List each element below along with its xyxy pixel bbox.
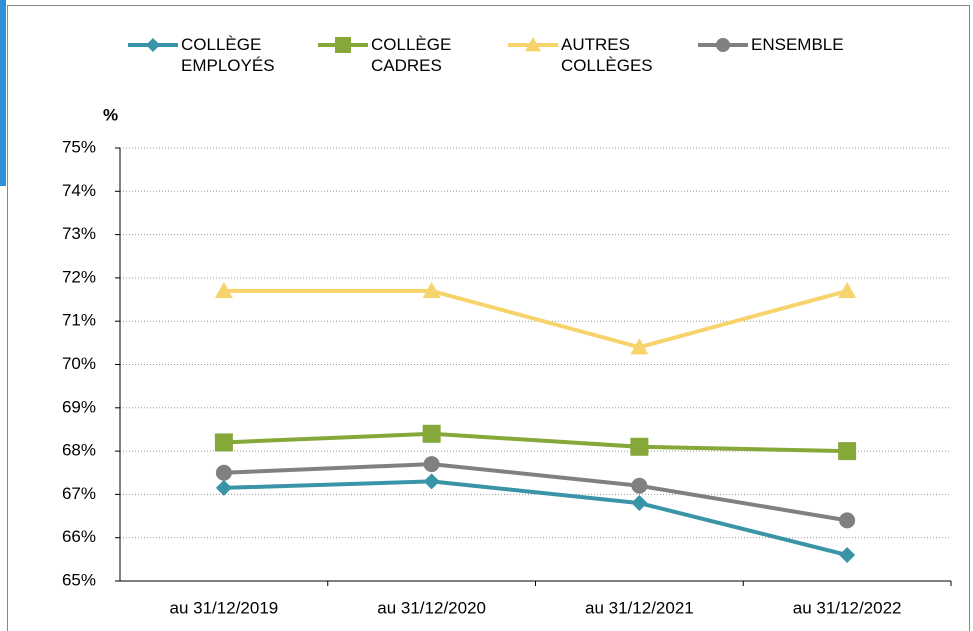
legend-label: COLLÈGE EMPLOYÉS <box>181 35 275 75</box>
accent-bar <box>0 0 6 186</box>
series-line <box>223 288 848 350</box>
y-tick-label: 68% <box>62 441 96 460</box>
x-tick-label: au 31/12/2021 <box>585 598 694 617</box>
y-tick-label: 70% <box>62 354 96 373</box>
marker <box>422 424 441 443</box>
marker <box>838 442 857 461</box>
y-tick-label: 71% <box>62 311 96 330</box>
x-tick-label: au 31/12/2019 <box>170 598 279 617</box>
y-tick-label: 72% <box>62 267 96 286</box>
marker <box>630 437 649 456</box>
series-line <box>223 479 848 557</box>
y-axis-label: % <box>103 105 118 124</box>
marker <box>839 512 856 529</box>
marker <box>838 281 857 299</box>
marker <box>214 433 233 452</box>
marker <box>631 477 648 494</box>
marker <box>839 547 856 564</box>
marker <box>716 38 730 52</box>
marker <box>335 37 351 53</box>
legend-label: ENSEMBLE <box>751 35 844 54</box>
marker <box>631 495 648 512</box>
legend-label: AUTRES COLLÈGES <box>561 35 653 75</box>
y-tick-label: 75% <box>62 137 96 156</box>
series-line <box>223 462 848 523</box>
marker <box>215 464 232 481</box>
marker <box>215 479 232 496</box>
series-line <box>223 431 848 454</box>
marker <box>423 473 440 490</box>
y-tick-label: 67% <box>62 484 96 503</box>
marker <box>422 281 441 299</box>
chart-border <box>7 5 970 631</box>
y-tick-label: 69% <box>62 397 96 416</box>
y-tick-label: 73% <box>62 224 96 243</box>
y-tick-label: 74% <box>62 181 96 200</box>
marker <box>630 338 649 355</box>
legend-label: COLLÈGE CADRES <box>371 35 452 75</box>
y-tick-label: 66% <box>62 527 96 546</box>
marker <box>146 38 160 52</box>
y-tick-label: 65% <box>62 570 96 589</box>
marker <box>525 37 541 52</box>
x-tick-label: au 31/12/2020 <box>377 598 486 617</box>
marker <box>423 456 440 473</box>
marker <box>214 281 233 299</box>
x-tick-label: au 31/12/2022 <box>793 598 902 617</box>
